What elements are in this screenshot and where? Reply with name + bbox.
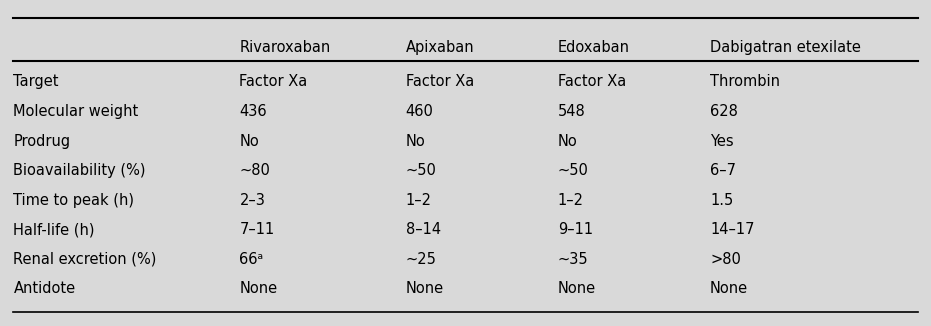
Text: Thrombin: Thrombin: [710, 75, 780, 90]
Text: 2–3: 2–3: [239, 193, 265, 208]
Text: Molecular weight: Molecular weight: [13, 104, 139, 119]
Text: Renal excretion (%): Renal excretion (%): [13, 252, 156, 267]
Text: Edoxaban: Edoxaban: [558, 39, 629, 54]
Text: No: No: [239, 134, 259, 149]
Text: Factor Xa: Factor Xa: [239, 75, 308, 90]
Text: 7–11: 7–11: [239, 222, 275, 237]
Text: 460: 460: [406, 104, 434, 119]
Text: Half-life (h): Half-life (h): [13, 222, 95, 237]
Text: None: None: [710, 281, 749, 296]
Text: 628: 628: [710, 104, 738, 119]
Text: Rivaroxaban: Rivaroxaban: [239, 39, 331, 54]
Text: Target: Target: [13, 75, 59, 90]
Text: ~50: ~50: [406, 163, 437, 178]
Text: ~35: ~35: [558, 252, 588, 267]
Text: ~80: ~80: [239, 163, 270, 178]
Text: Time to peak (h): Time to peak (h): [13, 193, 134, 208]
Text: No: No: [558, 134, 577, 149]
Text: Yes: Yes: [710, 134, 734, 149]
Text: >80: >80: [710, 252, 741, 267]
Text: None: None: [239, 281, 277, 296]
Text: Bioavailability (%): Bioavailability (%): [13, 163, 146, 178]
Text: ~50: ~50: [558, 163, 588, 178]
Text: 1–2: 1–2: [406, 193, 432, 208]
Text: 66ᵃ: 66ᵃ: [239, 252, 263, 267]
Text: None: None: [558, 281, 596, 296]
Text: Prodrug: Prodrug: [13, 134, 71, 149]
Text: Apixaban: Apixaban: [406, 39, 474, 54]
Text: Antidote: Antidote: [13, 281, 75, 296]
Text: 1–2: 1–2: [558, 193, 584, 208]
Text: 436: 436: [239, 104, 267, 119]
Text: 548: 548: [558, 104, 586, 119]
Text: None: None: [406, 281, 444, 296]
Text: 14–17: 14–17: [710, 222, 754, 237]
Text: 6–7: 6–7: [710, 163, 736, 178]
Text: 1.5: 1.5: [710, 193, 734, 208]
Text: ~25: ~25: [406, 252, 437, 267]
Text: Dabigatran etexilate: Dabigatran etexilate: [710, 39, 861, 54]
Text: 9–11: 9–11: [558, 222, 593, 237]
Text: 8–14: 8–14: [406, 222, 440, 237]
Text: Factor Xa: Factor Xa: [406, 75, 474, 90]
Text: Factor Xa: Factor Xa: [558, 75, 626, 90]
Text: No: No: [406, 134, 425, 149]
